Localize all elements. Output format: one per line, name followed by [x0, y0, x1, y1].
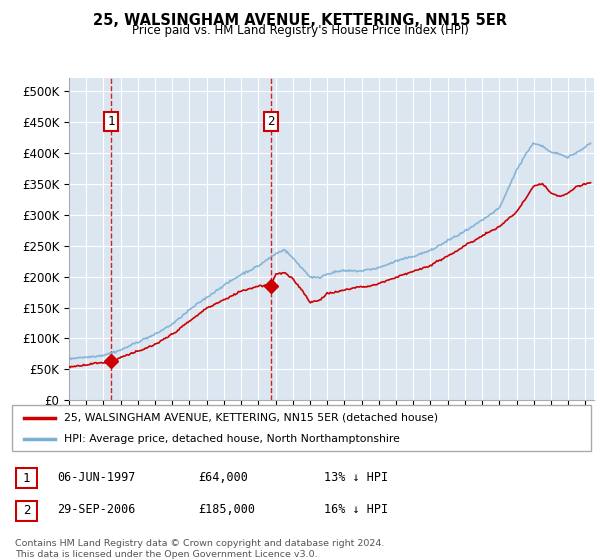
Text: 29-SEP-2006: 29-SEP-2006	[57, 503, 136, 516]
Text: 2: 2	[268, 115, 275, 128]
Text: 25, WALSINGHAM AVENUE, KETTERING, NN15 5ER: 25, WALSINGHAM AVENUE, KETTERING, NN15 5…	[93, 13, 507, 28]
Text: 1: 1	[107, 115, 115, 128]
Text: HPI: Average price, detached house, North Northamptonshire: HPI: Average price, detached house, Nort…	[64, 434, 400, 444]
Text: 06-JUN-1997: 06-JUN-1997	[57, 470, 136, 484]
Text: Price paid vs. HM Land Registry's House Price Index (HPI): Price paid vs. HM Land Registry's House …	[131, 24, 469, 37]
Text: £185,000: £185,000	[198, 503, 255, 516]
Text: 16% ↓ HPI: 16% ↓ HPI	[324, 503, 388, 516]
Text: Contains HM Land Registry data © Crown copyright and database right 2024.
This d: Contains HM Land Registry data © Crown c…	[15, 539, 385, 559]
Text: £64,000: £64,000	[198, 470, 248, 484]
Text: 13% ↓ HPI: 13% ↓ HPI	[324, 470, 388, 484]
Text: 1: 1	[23, 472, 30, 485]
FancyBboxPatch shape	[12, 405, 591, 451]
Text: 2: 2	[23, 504, 30, 517]
Text: 25, WALSINGHAM AVENUE, KETTERING, NN15 5ER (detached house): 25, WALSINGHAM AVENUE, KETTERING, NN15 5…	[64, 413, 438, 423]
FancyBboxPatch shape	[16, 468, 37, 488]
FancyBboxPatch shape	[16, 501, 37, 521]
